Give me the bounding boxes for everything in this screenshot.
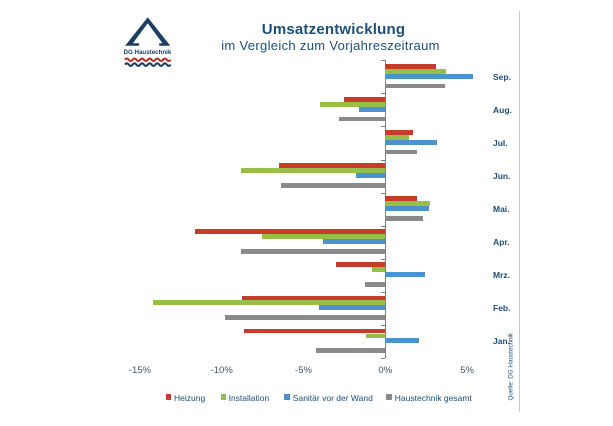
svg-text:DG Haustechnik: DG Haustechnik: [124, 49, 172, 56]
